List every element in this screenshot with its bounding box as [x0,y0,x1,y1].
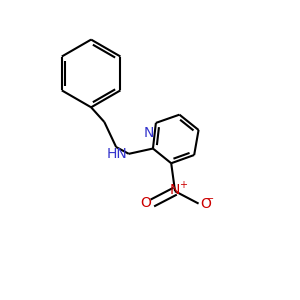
Text: N: N [144,126,154,140]
Text: +: + [179,180,187,190]
Text: −: − [206,194,214,204]
Text: HN: HN [106,147,127,161]
Text: O: O [200,196,211,211]
Text: O: O [140,196,151,210]
Text: N: N [170,183,180,197]
